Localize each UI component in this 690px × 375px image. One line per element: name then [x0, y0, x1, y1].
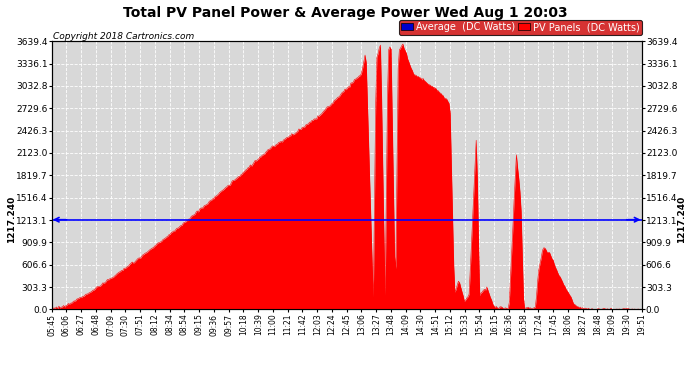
Text: Copyright 2018 Cartronics.com: Copyright 2018 Cartronics.com	[53, 32, 194, 41]
Legend: Average  (DC Watts), PV Panels  (DC Watts): Average (DC Watts), PV Panels (DC Watts)	[399, 20, 642, 34]
Text: 1217.240: 1217.240	[7, 196, 16, 243]
Text: Total PV Panel Power & Average Power Wed Aug 1 20:03: Total PV Panel Power & Average Power Wed…	[123, 6, 567, 20]
Text: 1217.240: 1217.240	[678, 196, 687, 243]
